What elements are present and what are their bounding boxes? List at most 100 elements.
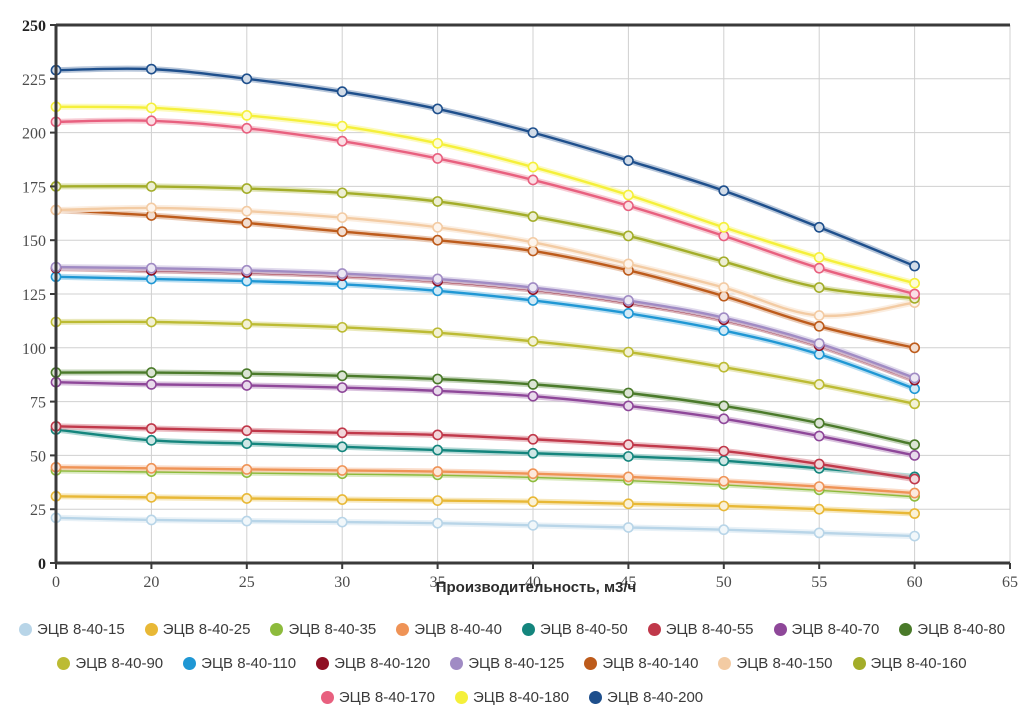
- data-point-marker: [432, 466, 443, 477]
- data-point-marker: [623, 295, 634, 306]
- legend-item[interactable]: ЭЦВ 8-40-35: [270, 612, 376, 646]
- legend-item-label: ЭЦВ 8-40-140: [602, 654, 699, 672]
- legend-item-label: ЭЦВ 8-40-110: [201, 654, 297, 672]
- data-point-marker: [336, 494, 348, 505]
- legend-item-label: ЭЦВ 8-40-160: [870, 654, 967, 672]
- legend-color-swatch-icon: [584, 656, 598, 670]
- data-point-marker: [432, 137, 443, 149]
- data-point-marker: [909, 398, 920, 410]
- data-point-marker: [145, 316, 157, 328]
- data-point-marker: [432, 429, 443, 441]
- legend-item[interactable]: ЭЦВ 8-40-170: [320, 680, 435, 714]
- legend-item[interactable]: ЭЦВ 8-40-80: [899, 612, 1005, 646]
- data-point-marker: [813, 458, 825, 470]
- series-line: [54, 67, 916, 268]
- data-point-marker: [336, 86, 348, 98]
- y-tick-label: 75: [30, 395, 46, 412]
- legend-item-label: ЭЦВ 8-40-125: [468, 654, 565, 672]
- legend-item[interactable]: ЭЦВ 8-40-50: [522, 612, 628, 646]
- data-point-marker: [145, 491, 157, 503]
- data-point-marker: [718, 500, 730, 512]
- x-tick-label: 25: [239, 574, 255, 591]
- data-point-marker: [623, 307, 634, 319]
- data-point-marker: [336, 135, 348, 147]
- data-point-marker: [336, 427, 348, 439]
- y-tick-label: 25: [30, 502, 46, 519]
- data-point-marker: [527, 433, 539, 445]
- data-point-marker: [813, 252, 825, 263]
- legend-color-swatch-icon: [454, 690, 468, 704]
- series-line: [54, 466, 916, 495]
- data-point-marker: [623, 155, 634, 166]
- y-tick-label: 50: [30, 448, 46, 465]
- legend-item[interactable]: ЭЦВ 8-40-180: [454, 680, 569, 714]
- series-markers: [50, 63, 920, 542]
- data-point-marker: [336, 120, 348, 132]
- data-point-marker: [623, 471, 634, 483]
- data-point-marker: [432, 103, 443, 115]
- legend-item[interactable]: ЭЦВ 8-40-140: [584, 646, 698, 680]
- data-point-marker: [623, 230, 634, 242]
- legend-item[interactable]: ЭЦВ 8-40-200: [589, 680, 703, 714]
- data-point-marker: [336, 465, 348, 476]
- legend-item-label: ЭЦВ 8-40-80: [917, 620, 1006, 638]
- data-point-marker: [336, 187, 348, 199]
- data-point-marker: [623, 400, 634, 412]
- data-point-marker: [145, 514, 157, 526]
- legend-item[interactable]: ЭЦВ 8-40-15: [18, 612, 125, 646]
- data-point-marker: [432, 517, 443, 529]
- data-point-marker: [145, 262, 157, 274]
- legend-item[interactable]: ЭЦВ 8-40-90: [57, 646, 163, 680]
- data-point-marker: [145, 434, 157, 446]
- data-point-marker: [145, 202, 157, 214]
- data-point-marker: [145, 115, 157, 127]
- data-point-marker: [432, 196, 443, 207]
- legend-item[interactable]: ЭЦВ 8-40-150: [718, 646, 833, 680]
- y-tick-label: 125: [22, 287, 46, 304]
- data-point-marker: [813, 430, 825, 442]
- data-point-marker: [813, 338, 825, 349]
- y-tick-label: 225: [22, 72, 46, 89]
- data-point-marker: [336, 321, 348, 333]
- chart-legend: ЭЦВ 8-40-15 ЭЦВ 8-40-25 ЭЦВ 8-40-35 ЭЦВ 8-4…: [0, 612, 1024, 716]
- data-point-marker: [909, 342, 920, 354]
- legend-item[interactable]: ЭЦВ 8-40-25: [144, 612, 250, 646]
- series-line: [54, 265, 916, 380]
- data-point-marker: [909, 372, 920, 384]
- data-point-marker: [527, 127, 539, 138]
- legend-item[interactable]: ЭЦВ 8-40-70: [773, 612, 879, 646]
- data-point-marker: [241, 493, 253, 504]
- data-point-marker: [718, 400, 730, 412]
- data-point-marker: [718, 185, 730, 197]
- data-point-marker: [718, 475, 730, 487]
- data-point-marker: [241, 438, 253, 449]
- legend-color-swatch-icon: [396, 622, 410, 636]
- legend-item[interactable]: ЭЦВ 8-40-125: [450, 646, 564, 680]
- data-point-marker: [813, 320, 825, 332]
- legend-item[interactable]: ЭЦВ 8-40-55: [647, 612, 754, 646]
- data-point-marker: [527, 335, 539, 347]
- data-point-marker: [432, 327, 443, 339]
- data-point-marker: [336, 268, 348, 279]
- legend-item[interactable]: ЭЦВ 8-40-160: [852, 646, 967, 680]
- legend-color-swatch-icon: [18, 622, 32, 636]
- legend-color-swatch-icon: [718, 656, 732, 670]
- x-axis-title: Производительность, м3/ч: [436, 579, 637, 596]
- series-line: [54, 428, 916, 479]
- legend-color-swatch-icon: [183, 656, 197, 670]
- data-point-marker: [813, 262, 825, 274]
- data-point-marker: [623, 346, 634, 358]
- legend-item[interactable]: ЭЦВ 8-40-110: [183, 646, 296, 680]
- series-line: [54, 320, 916, 405]
- data-point-marker: [145, 378, 157, 390]
- legend-item[interactable]: ЭЦВ 8-40-40: [396, 612, 502, 646]
- data-point-marker: [909, 508, 920, 519]
- legend-item[interactable]: ЭЦВ 8-40-120: [316, 646, 430, 680]
- data-point-marker: [527, 161, 539, 173]
- data-point-marker: [432, 373, 443, 385]
- data-point-marker: [527, 211, 539, 222]
- data-point-marker: [718, 445, 730, 457]
- data-point-marker: [909, 439, 920, 451]
- legend-color-swatch-icon: [589, 690, 603, 704]
